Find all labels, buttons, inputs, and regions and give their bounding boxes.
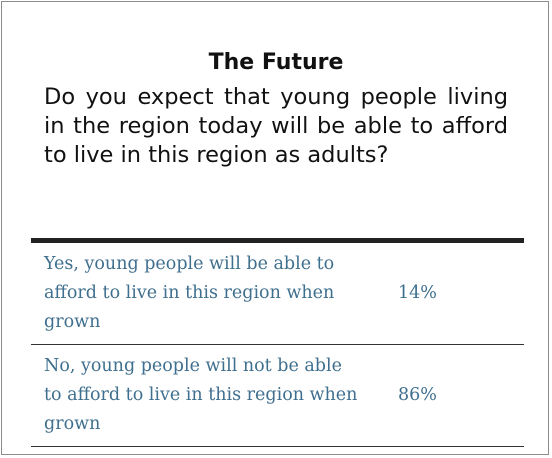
row-label-no: No, young people will not be able to aff… (44, 356, 358, 434)
results-table: Yes, young people will be able to afford… (31, 238, 524, 447)
survey-question: Do you expect that young people living i… (44, 84, 508, 168)
table-row: Yes, young people will be able to afford… (31, 243, 524, 345)
row-value-no: 86% (398, 385, 437, 405)
row-label-yes: Yes, young people will be able to afford… (44, 254, 335, 332)
table-row: No, young people will not be able to aff… (31, 345, 524, 447)
row-value-yes: 14% (398, 283, 437, 303)
chart-title: The Future (208, 50, 344, 75)
